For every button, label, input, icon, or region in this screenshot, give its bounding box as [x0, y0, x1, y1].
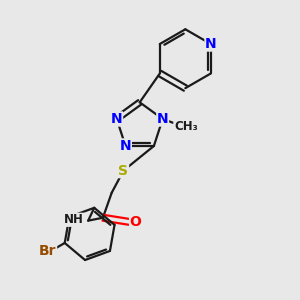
Text: N: N [120, 139, 131, 153]
Text: CH₃: CH₃ [174, 120, 198, 133]
Text: N: N [157, 112, 169, 126]
Text: S: S [118, 164, 128, 178]
Text: N: N [111, 112, 122, 126]
Text: O: O [130, 214, 142, 229]
Text: N: N [205, 37, 217, 51]
Text: NH: NH [64, 213, 84, 226]
Text: Br: Br [39, 244, 56, 258]
